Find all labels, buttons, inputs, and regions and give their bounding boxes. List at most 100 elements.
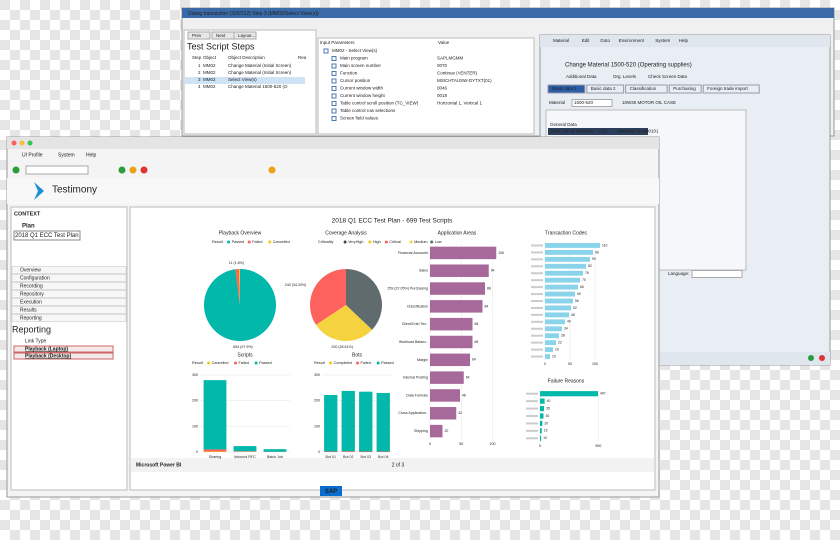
chart-title: Failure Reasons bbox=[548, 378, 585, 384]
toolbar-button[interactable] bbox=[187, 31, 211, 40]
legend-swatch bbox=[329, 361, 333, 365]
data-label: 10 bbox=[543, 436, 547, 440]
tab[interactable] bbox=[668, 84, 702, 94]
report-link[interactable]: Playback (Desktop) bbox=[25, 353, 71, 359]
help-icon[interactable] bbox=[268, 166, 276, 174]
footer-text: Microsoft Power BI bbox=[136, 462, 182, 468]
step-cell: 4 bbox=[198, 84, 201, 89]
max-dot[interactable] bbox=[27, 140, 33, 146]
menu-item[interactable]: Environment bbox=[619, 38, 645, 43]
expand-icon[interactable] bbox=[323, 48, 329, 54]
plan-field[interactable] bbox=[13, 230, 81, 241]
cancel-icon[interactable] bbox=[140, 166, 148, 174]
link-row[interactable] bbox=[13, 345, 114, 353]
legend-swatch bbox=[234, 361, 237, 365]
tab-label[interactable]: Basic data 2 bbox=[591, 86, 616, 91]
tab-label[interactable]: Basic data 1 bbox=[552, 86, 577, 91]
nav-row[interactable] bbox=[11, 298, 127, 306]
cancel-icon[interactable] bbox=[819, 355, 825, 361]
menu-item[interactable]: Edit bbox=[582, 38, 591, 43]
menu-item[interactable]: System bbox=[58, 152, 75, 158]
close-dot[interactable] bbox=[11, 140, 17, 146]
x-tick-label: 50 bbox=[568, 362, 572, 366]
nav-row[interactable] bbox=[11, 274, 127, 282]
param-label: Current window height bbox=[340, 93, 386, 98]
param-value: 0046 bbox=[437, 86, 448, 91]
field-text: Base Unit of Measure bbox=[550, 129, 594, 134]
button-label[interactable]: Layout... bbox=[238, 33, 255, 38]
category-label-blur bbox=[531, 306, 543, 309]
menu-item[interactable]: Material bbox=[553, 38, 569, 43]
category-label: Workload Balanc.. bbox=[399, 340, 428, 344]
param-label: Main program bbox=[340, 56, 368, 61]
nav-item[interactable]: Overview bbox=[20, 267, 41, 273]
menu-item[interactable]: Help bbox=[679, 38, 689, 43]
expand-icon[interactable] bbox=[331, 108, 337, 114]
exit-icon[interactable] bbox=[129, 166, 137, 174]
menu-item[interactable]: UI Profile bbox=[22, 152, 43, 158]
nav-item[interactable]: Results bbox=[20, 307, 37, 313]
tab-label[interactable]: Foreign trade import bbox=[707, 86, 748, 91]
button-label[interactable]: Next bbox=[216, 33, 226, 38]
report-link[interactable]: Playback (Laptop) bbox=[25, 346, 68, 352]
toolbar-item[interactable]: Additional Data bbox=[566, 74, 597, 79]
nav-item[interactable]: Reporting bbox=[20, 315, 42, 321]
data-label: 110 bbox=[602, 243, 608, 247]
step-cell: 3 bbox=[198, 77, 201, 82]
bar bbox=[545, 312, 569, 318]
tab-label[interactable]: Classification bbox=[630, 86, 657, 91]
bar bbox=[545, 256, 590, 262]
nav-row[interactable] bbox=[11, 282, 127, 290]
enter-icon[interactable] bbox=[12, 166, 20, 174]
tab[interactable] bbox=[625, 84, 668, 94]
expand-icon[interactable] bbox=[331, 86, 337, 91]
bar bbox=[545, 277, 580, 283]
nav-item[interactable]: Repository bbox=[20, 291, 44, 297]
expand-icon[interactable] bbox=[331, 71, 337, 76]
bar-segment bbox=[203, 449, 227, 452]
ok-icon[interactable] bbox=[808, 355, 814, 361]
nav-row[interactable] bbox=[11, 266, 127, 274]
min-dot[interactable] bbox=[19, 140, 25, 146]
nav-item[interactable]: Execution bbox=[20, 299, 42, 305]
column-header: Step bbox=[192, 55, 202, 60]
bar bbox=[545, 263, 586, 269]
toolbar-item[interactable]: Check Screen Data bbox=[648, 74, 688, 79]
y-tick-label: 100 bbox=[192, 424, 198, 428]
button-label[interactable]: Prev bbox=[192, 33, 202, 38]
data-label: 30 bbox=[546, 414, 550, 418]
expand-icon[interactable] bbox=[331, 101, 337, 106]
expand-icon[interactable] bbox=[331, 116, 337, 121]
tab[interactable] bbox=[702, 84, 760, 94]
tab[interactable] bbox=[547, 84, 586, 94]
field[interactable] bbox=[691, 270, 743, 278]
x-tick-label: 0 bbox=[544, 362, 546, 366]
data-label: 200 (28.61%) bbox=[331, 345, 353, 349]
toolbar-item[interactable]: Org. Levels bbox=[613, 74, 637, 79]
tab[interactable] bbox=[586, 84, 625, 94]
menu-item[interactable]: System bbox=[655, 38, 670, 43]
command-field[interactable] bbox=[25, 165, 89, 175]
bar-segment bbox=[203, 380, 227, 450]
back-icon[interactable] bbox=[118, 166, 126, 174]
data-label: 48 bbox=[462, 393, 466, 397]
link-row[interactable] bbox=[13, 352, 114, 360]
nav-row[interactable] bbox=[11, 314, 127, 322]
expand-icon[interactable] bbox=[331, 78, 337, 84]
nav-row[interactable] bbox=[11, 306, 127, 314]
nav-row[interactable] bbox=[11, 290, 127, 298]
step-cell: 2 bbox=[198, 70, 201, 75]
menu-item[interactable]: Help bbox=[86, 152, 97, 158]
category-label: Classification bbox=[407, 304, 428, 308]
tab-label[interactable]: Purchasing bbox=[673, 86, 696, 91]
toolbar-button[interactable] bbox=[233, 31, 257, 40]
bar-segment bbox=[341, 451, 355, 452]
expand-icon[interactable] bbox=[331, 56, 337, 61]
expand-icon[interactable] bbox=[331, 63, 337, 69]
nav-item[interactable]: Recording bbox=[20, 283, 43, 289]
nav-item[interactable]: Configuration bbox=[20, 275, 50, 281]
bar bbox=[540, 420, 543, 427]
expand-icon[interactable] bbox=[331, 93, 337, 99]
bar bbox=[545, 291, 575, 297]
menu-item[interactable]: Goto bbox=[600, 38, 610, 43]
